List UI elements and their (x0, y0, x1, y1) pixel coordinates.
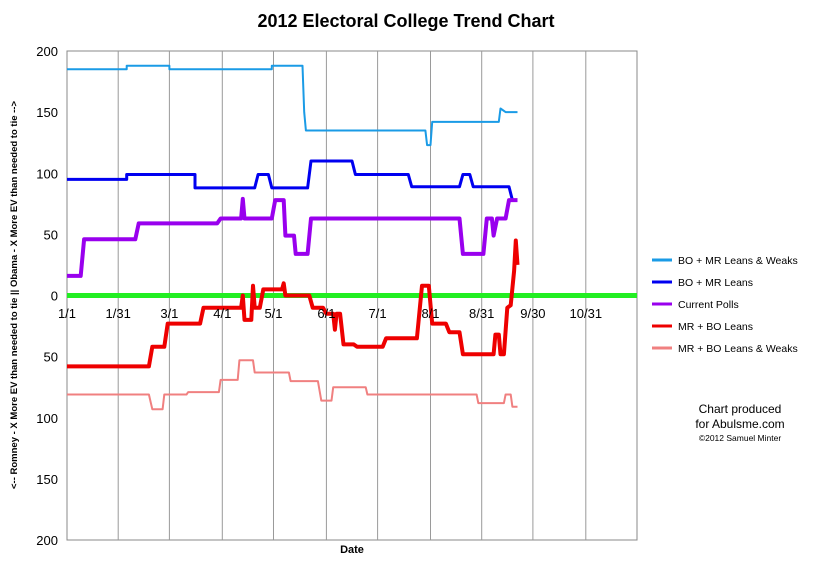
x-tick-label: 6/1 (317, 306, 335, 321)
annotation-line-1: Chart produced (699, 402, 782, 416)
legend-item-mr-bo-leans-weaks: MR + BO Leans & Weaks (678, 343, 798, 355)
x-tick-label: 9/30 (520, 306, 545, 321)
legend-item-mr-bo-leans: MR + BO Leans (678, 321, 753, 333)
y-tick-label: 150 (36, 472, 58, 487)
chart-annotation: Chart produced for Abulsme.com ©2012 Sam… (695, 402, 784, 443)
series-line-mr-bo-leans (67, 238, 520, 369)
legend-item-bo-mr-leans-weaks: BO + MR Leans & Weaks (678, 255, 798, 267)
y-tick-label: 0 (51, 289, 58, 304)
series-lines (67, 64, 637, 411)
y-tick-label: 100 (36, 411, 58, 426)
x-tick-label: 8/31 (469, 306, 494, 321)
chart-title: 2012 Electoral College Trend Chart (257, 11, 554, 31)
annotation-line-2: for Abulsme.com (695, 417, 784, 431)
y-tick-label: 100 (36, 166, 58, 181)
x-tick-label: 8/1 (421, 306, 439, 321)
legend-item-current-polls: Current Polls (678, 299, 739, 311)
series-line-bo-mr-leans (67, 159, 518, 202)
x-tick-label: 4/1 (213, 306, 231, 321)
x-tick-label: 7/1 (369, 306, 387, 321)
x-axis-label: Date (340, 544, 364, 556)
annotation-line-3: ©2012 Samuel Minter (699, 433, 782, 443)
y-tick-label: 150 (36, 105, 58, 120)
y-tick-label: 200 (36, 44, 58, 59)
series-line-mr-bo-leans-weaks (67, 359, 518, 411)
x-tick-label: 1/31 (106, 306, 131, 321)
legend: BO + MR Leans & Weaks BO + MR Leans Curren… (652, 255, 798, 355)
x-tick-label: 1/1 (58, 306, 76, 321)
y-axis-ticks: 200 150 100 50 0 50 100 150 200 (36, 44, 58, 548)
y-tick-label: 50 (44, 227, 58, 242)
x-tick-label: 3/1 (160, 306, 178, 321)
y-axis-label: <-- Romney - X More EV than needed to ti… (9, 101, 20, 489)
x-tick-label: 10/31 (570, 306, 603, 321)
series-line-bo-mr-leans-weaks (67, 64, 518, 147)
legend-item-bo-mr-leans: BO + MR Leans (678, 277, 753, 289)
x-axis-ticks: 1/1 1/31 3/1 4/1 5/1 6/1 7/1 8/1 8/31 9/30 10/31 (58, 306, 602, 321)
y-tick-label: 200 (36, 533, 58, 548)
series-line-current-polls (67, 196, 518, 278)
y-tick-label: 50 (44, 350, 58, 365)
x-tick-label: 5/1 (264, 306, 282, 321)
